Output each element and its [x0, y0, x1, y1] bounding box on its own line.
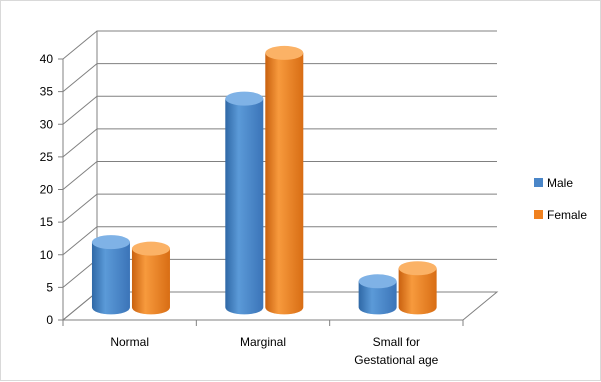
- x-category-label: Normal: [110, 335, 149, 349]
- bar-body: [225, 99, 263, 315]
- y-tick-label: 35: [40, 85, 54, 99]
- bar-top: [359, 274, 397, 288]
- bar-body: [92, 242, 130, 314]
- legend-swatch-female: [534, 210, 543, 219]
- y-axis: 0 5 10 15 20 25 30 35 40: [40, 52, 63, 327]
- bar-female-2: [399, 261, 437, 314]
- legend-label-female: Female: [547, 208, 587, 222]
- bar-male-2: [359, 274, 397, 314]
- y-tick-label: 15: [40, 215, 54, 229]
- x-axis: Normal Marginal Small for Gestational age: [63, 320, 463, 367]
- x-category-label: Small for Gestational age: [354, 335, 438, 367]
- y-tick-label: 40: [40, 52, 54, 66]
- bar-male-0: [92, 235, 130, 314]
- y-tick-label: 20: [40, 183, 54, 197]
- y-tick-label: 0: [46, 313, 53, 327]
- bars: [92, 46, 437, 314]
- bar-top: [92, 235, 130, 249]
- y-tick-label: 10: [40, 248, 54, 262]
- bar-female-0: [132, 242, 170, 315]
- legend: Male Female: [534, 176, 587, 222]
- bar-top: [132, 242, 170, 256]
- bar-male-1: [225, 92, 263, 315]
- bar-top: [265, 46, 303, 60]
- y-tick-label: 5: [46, 280, 53, 294]
- bar-body: [265, 53, 303, 314]
- bar-female-1: [265, 46, 303, 314]
- legend-swatch-male: [534, 178, 543, 187]
- bar-body: [132, 249, 170, 315]
- bar-top: [399, 261, 437, 275]
- y-tick-label: 30: [40, 117, 54, 131]
- legend-label-male: Male: [547, 176, 573, 190]
- x-category-label: Marginal: [240, 335, 286, 349]
- bar-top: [225, 92, 263, 106]
- y-tick-label: 25: [40, 150, 54, 164]
